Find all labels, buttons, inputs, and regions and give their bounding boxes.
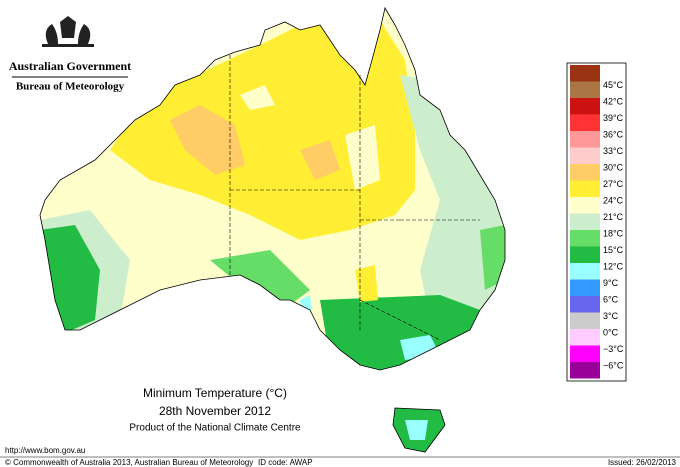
legend-swatch — [570, 197, 600, 214]
legend-label: 3°C — [603, 311, 619, 321]
legend-swatch — [570, 213, 600, 230]
legend-label: 42°C — [603, 97, 624, 107]
legend-swatch — [570, 65, 600, 82]
footer-url: http://www.bom.gov.au — [5, 446, 85, 455]
legend-label: 0°C — [603, 328, 619, 338]
legend-swatch — [570, 98, 600, 115]
map-title: Minimum Temperature (°C) — [143, 386, 287, 400]
legend-label: 36°C — [603, 130, 624, 140]
legend-label: 6°C — [603, 295, 619, 305]
legend-label: 9°C — [603, 278, 619, 288]
government-name: Australian Government — [9, 59, 131, 73]
agency-name: Bureau of Meteorology — [16, 81, 125, 93]
legend-swatch — [570, 296, 600, 313]
legend-swatch — [570, 147, 600, 164]
coat-of-arms — [42, 16, 94, 47]
legend-swatch — [570, 312, 600, 329]
legend-label: −6°C — [603, 361, 624, 371]
legend-swatch — [570, 345, 600, 362]
legend-label: 24°C — [603, 196, 624, 206]
map-product: Product of the National Climate Centre — [129, 423, 301, 434]
legend-label: 33°C — [603, 146, 624, 156]
legend-label: 15°C — [603, 245, 624, 255]
map-date: 28th November 2012 — [159, 404, 271, 418]
legend-swatch — [570, 246, 600, 263]
legend-label: 45°C — [603, 80, 624, 90]
legend-swatch — [570, 230, 600, 247]
legend-swatch — [570, 362, 600, 379]
legend-swatch — [570, 81, 600, 98]
legend-swatch — [570, 263, 600, 280]
legend: 45°C 42°C 39°C 36°C 33°C 30°C 27°C 24°C 21°C 18°C… — [566, 62, 627, 382]
footer-copyright: © Commonwealth of Australia 2013, Austra… — [5, 458, 253, 467]
legend-swatch — [570, 131, 600, 148]
legend-swatch — [570, 180, 600, 197]
legend-label: 30°C — [603, 163, 624, 173]
legend-label: 18°C — [603, 229, 624, 239]
footer-id-code: ID code: AWAP — [258, 458, 313, 467]
legend-label: 21°C — [603, 212, 624, 222]
legend-label: 12°C — [603, 262, 624, 272]
legend-swatch — [570, 279, 600, 296]
legend-swatch — [570, 164, 600, 181]
legend-label: −3°C — [603, 344, 624, 354]
legend-swatch — [570, 329, 600, 346]
legend-label: 39°C — [603, 113, 624, 123]
legend-swatch — [570, 114, 600, 131]
footer-issued: Issued: 26/02/2013 — [608, 458, 677, 467]
legend-label: 27°C — [603, 179, 624, 189]
